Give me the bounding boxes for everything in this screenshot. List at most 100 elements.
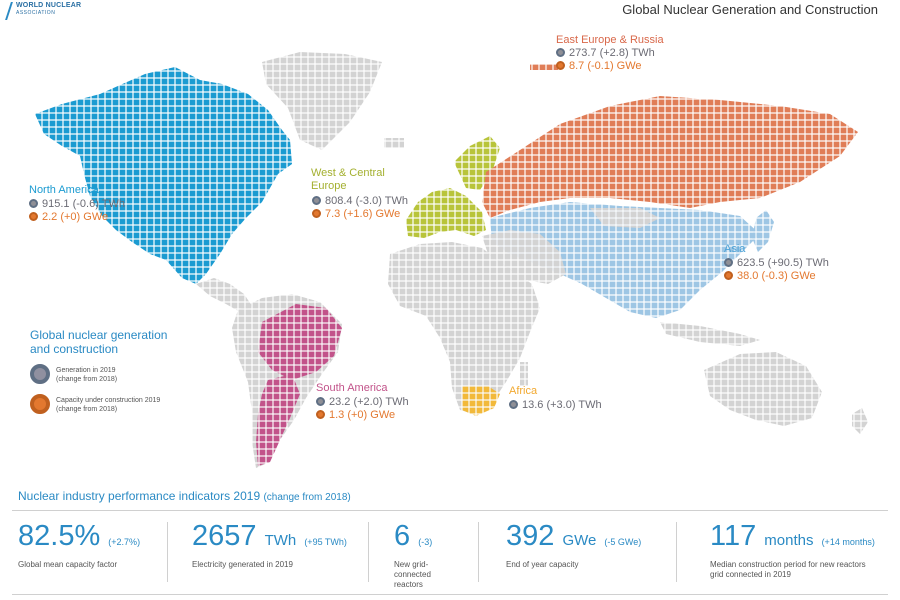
asia-capacity-value: 38.0 (-0.3) GWe: [737, 270, 816, 282]
russia-island-shape: [530, 64, 558, 70]
south-america-capacity-value: 1.3 (+0) GWe: [329, 409, 396, 421]
south-america-label: South America: [316, 382, 388, 394]
kpi-capacity-desc: End of year capacity: [506, 560, 579, 569]
asia-generation-value: 623.5 (+90.5) TWh: [737, 257, 829, 269]
west-central-europe-generation-value: 808.4 (-3.0) TWh: [325, 195, 408, 207]
generation-icon: [556, 48, 565, 57]
east-europe-russia-generation-value: 273.7 (+2.8) TWh: [569, 47, 655, 59]
kpi-capacity-factor-change: (+2.7%): [108, 537, 141, 547]
madagascar-shape: [520, 362, 528, 386]
legend-title-line-1: Global nuclear generation: [30, 328, 168, 342]
kpi-construction-period-unit: months: [764, 532, 814, 549]
generation-icon: [316, 397, 325, 406]
north-america-capacity-value: 2.2 (+0) GWe: [42, 211, 109, 223]
west-central-europe-capacity-value: 7.3 (+1.6) GWe: [325, 208, 401, 220]
kpi-capacity-factor-desc: Global mean capacity factor: [18, 560, 118, 569]
performance-bottom-rule: [12, 594, 888, 595]
kpi-electricity-change: (+95 TWh): [304, 537, 347, 547]
legend-generation-icon: [30, 364, 50, 384]
generation-icon: [724, 258, 733, 267]
east-europe-russia-capacity-value: 8.7 (-0.1) GWe: [569, 60, 642, 72]
performance-top-rule: [12, 510, 888, 511]
mongolia-shape: [590, 208, 660, 228]
kpi-new-reactors-change: (-3): [418, 537, 433, 547]
east-europe-russia-capacity: 8.7 (-0.1) GWe: [556, 60, 642, 73]
greenland-shape: [262, 52, 382, 150]
kpi-separator: [167, 522, 168, 582]
legend-title-line-2: and construction: [30, 342, 119, 356]
kpi-construction-period-change: (+14 months): [821, 537, 875, 547]
world-map: [35, 52, 868, 468]
kpi-capacity-change: (-5 GWe): [604, 537, 642, 547]
legend-capacity-line-2: (change from 2018): [56, 406, 118, 413]
logo-line-1: WORLD NUCLEAR: [16, 2, 82, 9]
performance-title: Nuclear industry performance indicators …: [18, 489, 351, 503]
capacity-icon: [724, 271, 733, 280]
north-america-generation: 915.1 (-0.6) TWh: [29, 198, 125, 211]
kpi-capacity: 392 GWe (-5 GWe) End of year capacity: [506, 520, 641, 570]
kpi-separator: [676, 522, 677, 582]
performance-title-note: (change from 2018): [263, 492, 351, 503]
kpi-construction-period: 117 months (+14 months) Median construct…: [710, 520, 875, 580]
asia-label: Asia: [724, 243, 746, 255]
russia-shape: [482, 96, 858, 218]
east-europe-russia-generation: 273.7 (+2.8) TWh: [556, 47, 655, 60]
west-central-europe-label-line-2: Europe: [311, 180, 347, 192]
kpi-capacity-unit: GWe: [562, 532, 597, 549]
west-central-europe-generation: 808.4 (-3.0) TWh: [312, 195, 408, 208]
capacity-icon: [316, 410, 325, 419]
capacity-icon: [29, 212, 38, 221]
north-america-label: North America: [29, 184, 99, 196]
kpi-new-reactors-desc-3: reactors: [394, 580, 423, 589]
kpi-separator: [368, 522, 369, 582]
kpi-electricity: 2657 TWh (+95 TWh) Electricity generated…: [192, 520, 347, 570]
legend-generation-line-2: (change from 2018): [56, 376, 118, 383]
capacity-icon: [312, 209, 321, 218]
capacity-icon: [556, 61, 565, 70]
kpi-construction-period-desc-2: grid connected in 2019: [710, 570, 791, 579]
kpi-construction-period-desc-1: Median construction period for new react…: [710, 560, 866, 569]
australia-shape: [704, 352, 822, 426]
kpi-electricity-unit: TWh: [264, 532, 297, 549]
argentina-shape: [256, 374, 300, 466]
legend-capacity-text: Capacity under construction 2019 (change…: [56, 396, 160, 414]
kpi-new-reactors-value: 6: [394, 520, 411, 552]
west-central-europe-capacity: 7.3 (+1.6) GWe: [312, 208, 400, 221]
west-central-europe-label: West & Central Europe: [311, 167, 385, 193]
africa-generation: 13.6 (+3.0) TWh: [509, 399, 602, 412]
legend-title: Global nuclear generation and constructi…: [30, 328, 167, 356]
north-america-capacity: 2.2 (+0) GWe: [29, 211, 108, 224]
middle-east-shape: [482, 230, 566, 284]
asia-capacity: 38.0 (-0.3) GWe: [724, 270, 816, 283]
west-europe-shape: [406, 188, 486, 238]
west-central-europe-label-line-1: West & Central: [311, 167, 385, 179]
performance-title-text: Nuclear industry performance indicators …: [18, 489, 261, 503]
kpi-construction-period-value: 117: [710, 520, 757, 552]
kpi-capacity-value: 392: [506, 520, 555, 552]
kpi-separator: [478, 522, 479, 582]
legend-generation-line-1: Generation in 2019: [56, 367, 116, 374]
asia-generation: 623.5 (+90.5) TWh: [724, 257, 829, 270]
logo-line-2: ASSOCIATION: [16, 10, 56, 16]
logo-slash: [5, 2, 13, 20]
kpi-capacity-factor-value: 82.5%: [18, 520, 101, 552]
legend-generation-text: Generation in 2019 (change from 2018): [56, 366, 117, 384]
legend-capacity-line-1: Capacity under construction 2019: [56, 397, 161, 404]
south-america-capacity: 1.3 (+0) GWe: [316, 409, 395, 422]
kpi-electricity-value: 2657: [192, 520, 257, 552]
asia-shape: [490, 202, 760, 318]
africa-generation-value: 13.6 (+3.0) TWh: [522, 399, 602, 411]
central-america-shape: [196, 278, 252, 312]
legend-capacity-icon: [30, 394, 50, 414]
iceland-shape: [384, 138, 404, 148]
indonesia-shape: [660, 322, 760, 346]
kpi-electricity-desc: Electricity generated in 2019: [192, 560, 293, 569]
generation-icon: [509, 400, 518, 409]
wna-logo: WORLD NUCLEAR ASSOCIATION: [5, 2, 128, 24]
kpi-new-reactors: 6 (-3) New grid- connected reactors: [394, 520, 432, 590]
africa-shape: [388, 242, 540, 414]
north-america-generation-value: 915.1 (-0.6) TWh: [42, 198, 125, 210]
north-america-shape: [35, 67, 292, 284]
page-title: Global Nuclear Generation and Constructi…: [622, 2, 878, 17]
brazil-shape: [258, 304, 342, 380]
